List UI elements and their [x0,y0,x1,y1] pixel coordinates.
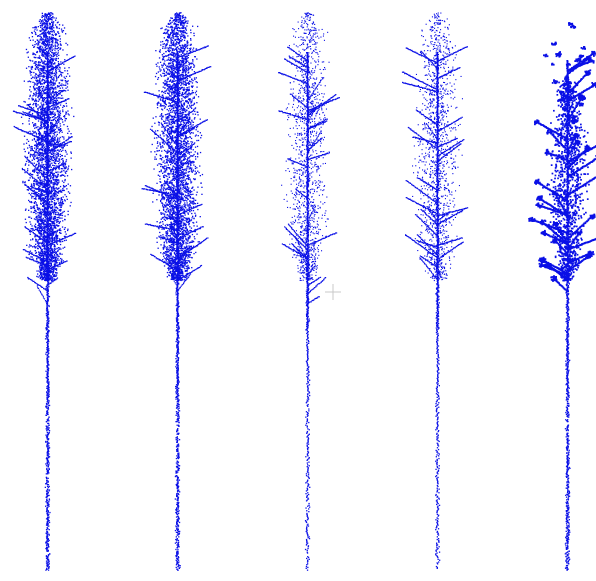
point-cloud-scene [0,0,596,581]
scene-background [0,0,596,581]
